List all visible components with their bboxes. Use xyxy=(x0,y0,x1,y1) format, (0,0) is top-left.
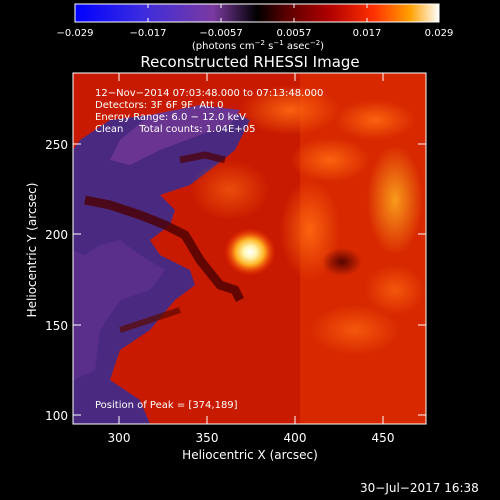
colorbar-tick-label: −0.0057 xyxy=(199,28,242,39)
colorbar-units: (photons cm−2 s−1 asec−2) xyxy=(192,39,324,52)
y-axis-ticks xyxy=(73,143,426,416)
y-tick-label: 200 xyxy=(45,228,68,242)
colorbar-tick-label: −0.017 xyxy=(129,28,166,39)
colorbar-tick-label: 0.0057 xyxy=(277,28,312,39)
colorbar-tick-label: 0.017 xyxy=(353,28,382,39)
y-tick-label: 150 xyxy=(45,319,68,333)
y-axis-title: Heliocentric Y (arcsec) xyxy=(25,183,39,318)
y-tick-label: 250 xyxy=(45,138,68,152)
timestamp: 30−Jul−2017 16:38 xyxy=(360,481,479,495)
plot-title: Reconstructed RHESSI Image xyxy=(140,53,359,71)
x-tick-label: 450 xyxy=(372,431,395,445)
peak-position-label: Position of Peak = [374,189] xyxy=(95,400,238,411)
colorbar-tick-label: 0.029 xyxy=(425,28,454,39)
x-tick-label: 350 xyxy=(196,431,219,445)
x-tick-label: 400 xyxy=(284,431,307,445)
plot-frame xyxy=(72,72,427,425)
colorbar-ticks xyxy=(74,4,440,22)
rhessi-image xyxy=(73,73,426,424)
info-line-energy: Energy Range: 6.0 − 12.0 keV xyxy=(95,112,246,123)
x-tick-label: 300 xyxy=(108,431,131,445)
colorbar xyxy=(74,3,440,23)
x-axis-ticks xyxy=(118,73,384,424)
colorbar-tick-label: −0.029 xyxy=(56,28,93,39)
x-axis-title: Heliocentric X (arcsec) xyxy=(182,448,318,462)
info-line-detectors: Detectors: 3F 6F 9F, Att 0 xyxy=(95,100,223,111)
info-line-time: 12−Nov−2014 07:03:48.000 to 07:13:48.000 xyxy=(95,88,323,99)
info-line-counts: Clean Total counts: 1.04E+05 xyxy=(95,124,255,135)
y-tick-label: 100 xyxy=(45,409,68,423)
